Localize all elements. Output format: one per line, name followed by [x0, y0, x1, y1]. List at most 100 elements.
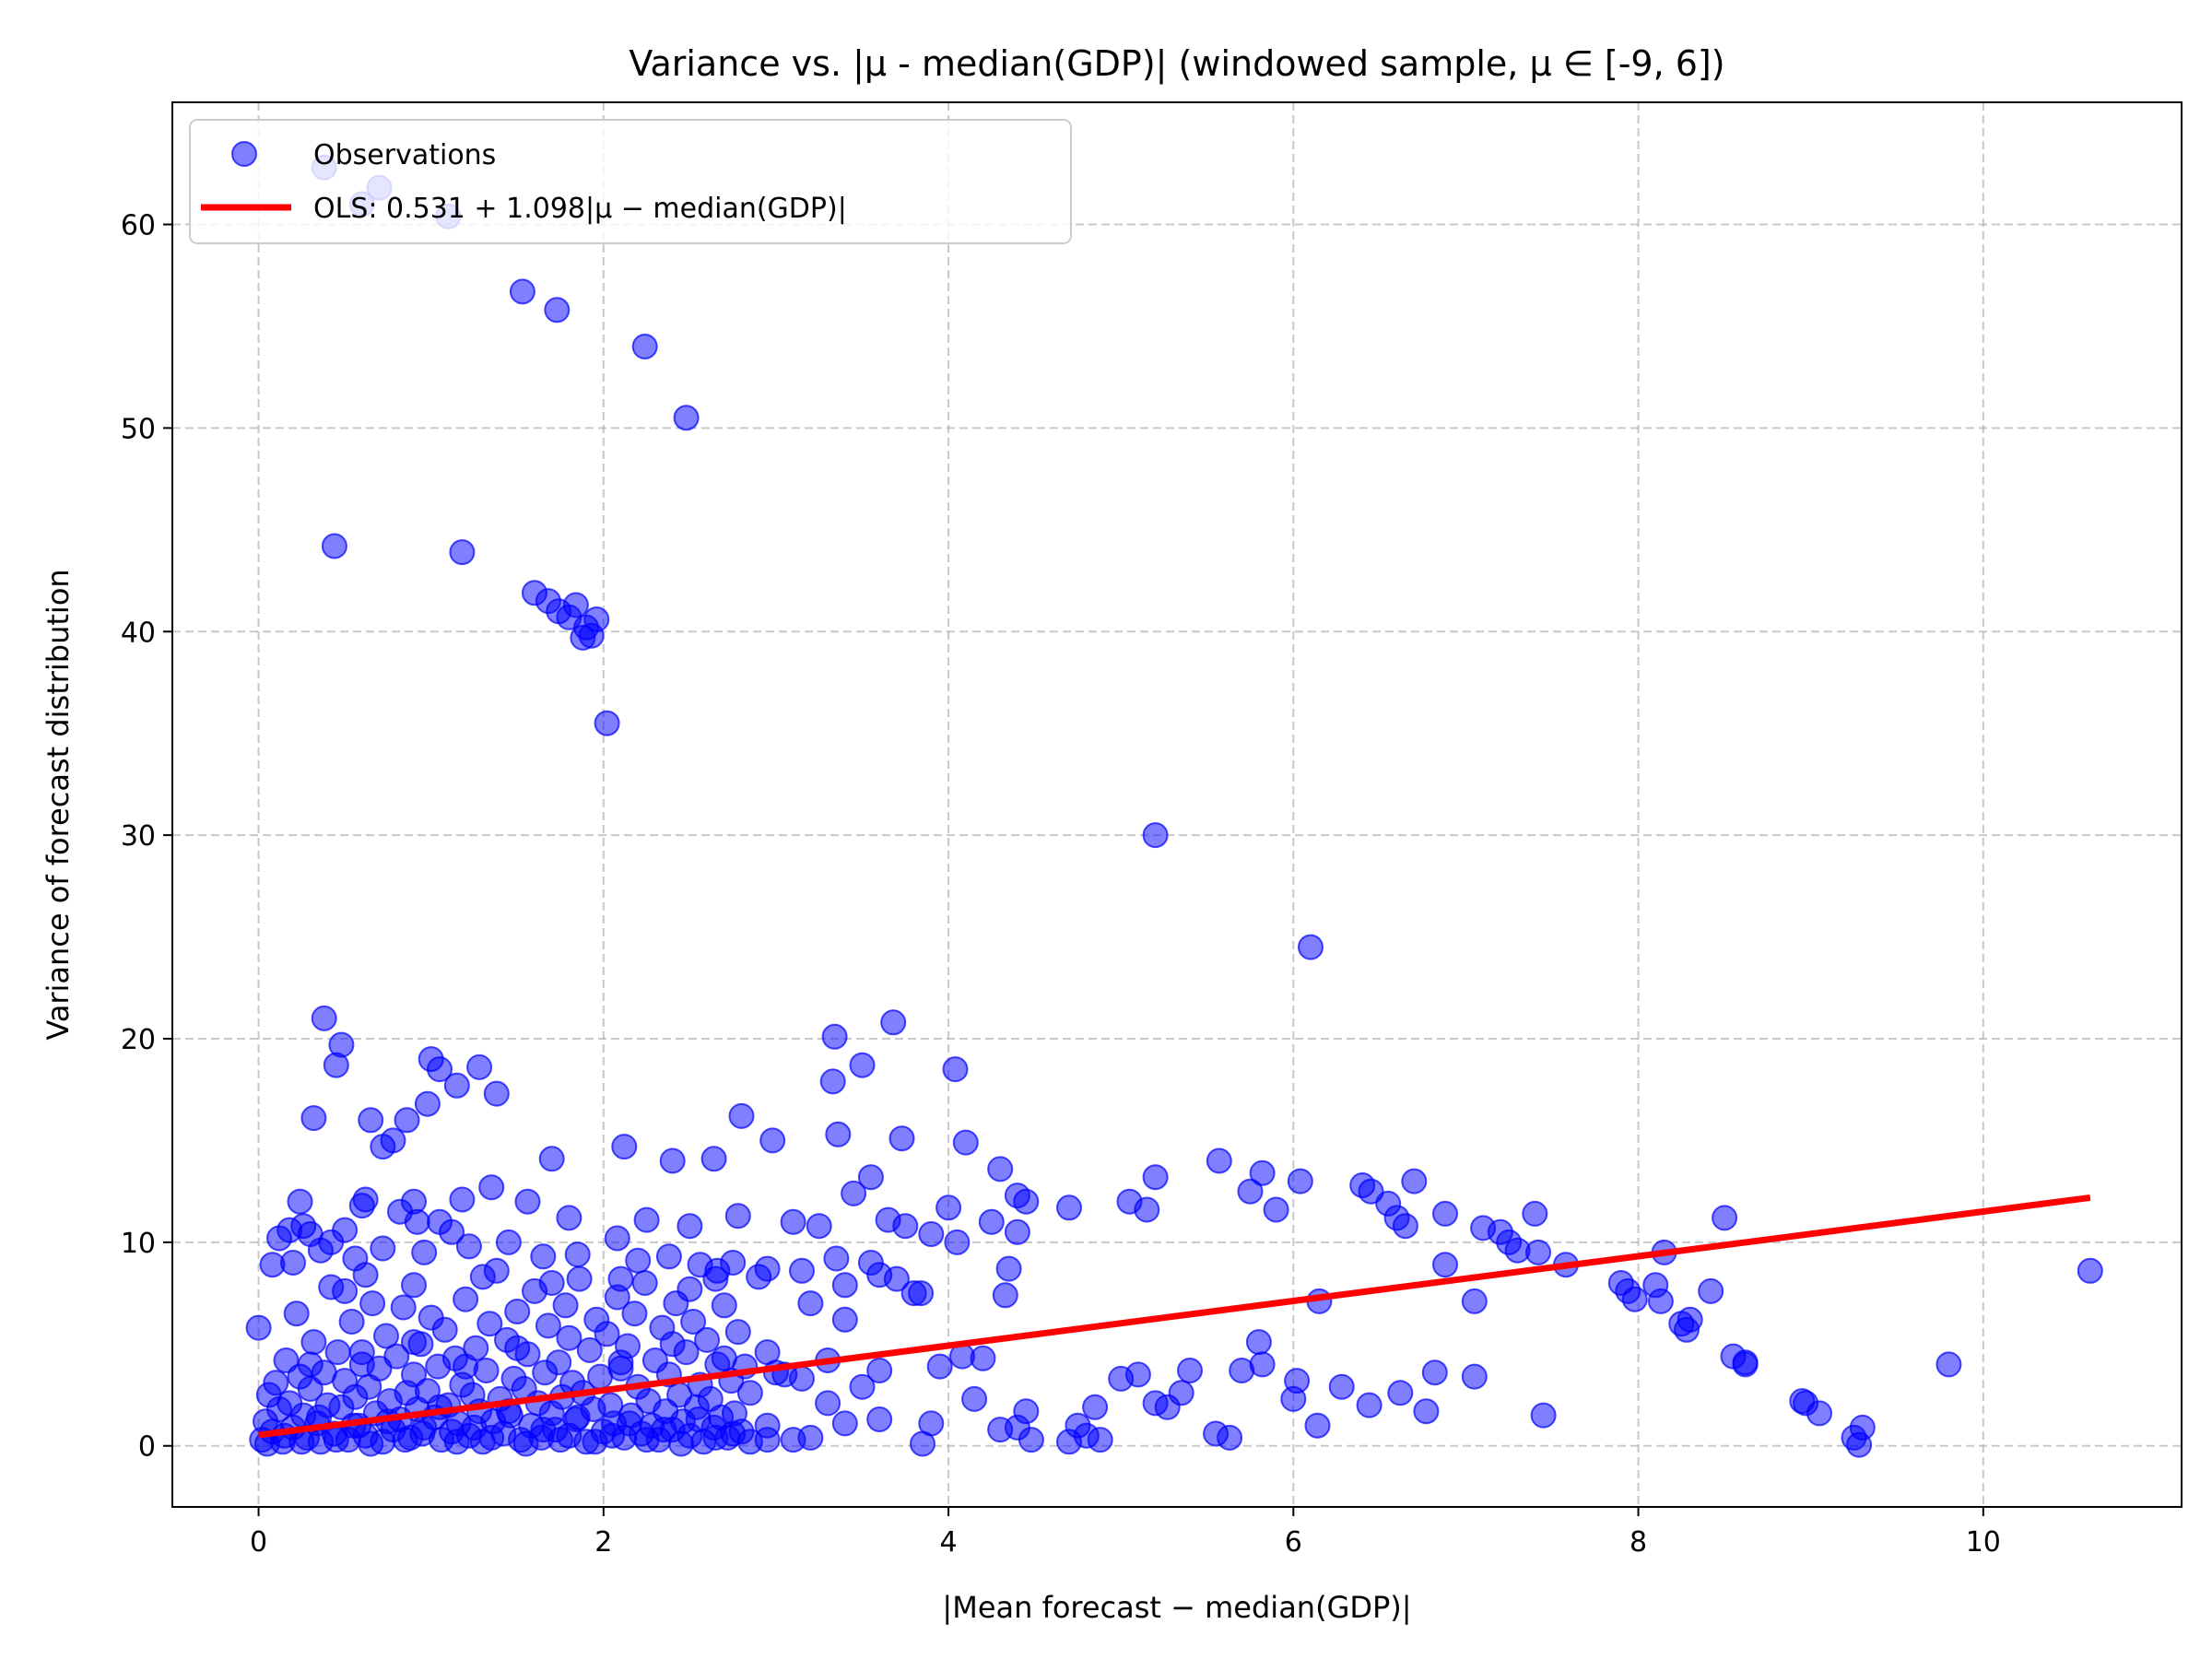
scatter-point	[942, 1056, 969, 1083]
scatter-point	[797, 1290, 824, 1317]
scatter-point	[677, 1213, 703, 1240]
scatter-point	[478, 1174, 505, 1201]
x-tick-label: 2	[594, 1526, 612, 1559]
scatter-point	[633, 1206, 660, 1233]
scatter-point	[1108, 1365, 1135, 1392]
scatter-point	[1413, 1398, 1440, 1425]
scatter-point	[736, 1380, 763, 1406]
scatter-point	[724, 1319, 751, 1346]
scatter-point	[866, 1406, 893, 1432]
scatter-point	[1936, 1351, 1962, 1378]
scatter-point	[512, 1430, 539, 1457]
scatter-point	[759, 1127, 786, 1154]
y-tick-label: 60	[121, 210, 156, 242]
scatter-point	[1249, 1159, 1276, 1186]
scatter-point	[483, 1080, 510, 1107]
scatter-point	[720, 1250, 747, 1276]
scatter-point	[888, 1125, 915, 1152]
scatter-point	[1328, 1373, 1355, 1400]
scatter-point	[1846, 1431, 1873, 1458]
scatter-point	[918, 1221, 945, 1247]
scatter-point	[616, 1410, 642, 1437]
scatter-point	[1677, 1306, 1703, 1333]
scatter-point	[607, 1349, 634, 1376]
scatter-point	[439, 1218, 465, 1245]
scatter-point	[352, 1186, 379, 1213]
scatter-point	[711, 1292, 737, 1319]
scatter-point	[1530, 1402, 1557, 1429]
scatter-point	[323, 1052, 349, 1078]
x-tick-label: 4	[940, 1526, 958, 1559]
scatter-point	[324, 1339, 351, 1366]
scatter-point	[311, 1005, 337, 1031]
scatter-point	[427, 1056, 453, 1083]
scatter-point	[443, 1072, 470, 1099]
scatter-point	[935, 1194, 962, 1221]
y-axis-label: Variance of forecast distribution	[41, 569, 76, 1040]
scatter-point	[477, 1311, 503, 1337]
scatter-point	[841, 1180, 867, 1206]
scatter-point	[504, 1299, 531, 1324]
scatter-point	[552, 1292, 579, 1319]
scatter-point	[2077, 1257, 2103, 1284]
scatter-point	[961, 1385, 988, 1412]
scatter-point	[414, 1090, 441, 1117]
scatter-point	[373, 1323, 399, 1349]
axis-ticks: 0 2 4 6 8 10 0 10 20 30 40 50 60	[121, 210, 2001, 1559]
scatter-point	[857, 1164, 884, 1191]
scatter-point	[823, 1245, 850, 1272]
scatter-point	[358, 1430, 384, 1457]
scatter-point	[607, 1265, 634, 1292]
grid-lines	[172, 102, 2182, 1507]
scatter-point	[806, 1213, 832, 1240]
scatter-point	[1056, 1194, 1082, 1221]
scatter-point	[815, 1390, 841, 1417]
legend-marker-observations	[231, 141, 257, 167]
scatter-point	[359, 1290, 386, 1317]
scatter-point	[1432, 1200, 1458, 1227]
legend-label-observations: Observations	[313, 139, 496, 171]
scatter-point	[1522, 1200, 1548, 1227]
scatter-point	[576, 1336, 603, 1363]
scatter-point	[1018, 1427, 1044, 1453]
scatter-point	[530, 1243, 557, 1270]
scatter-point	[455, 1233, 482, 1260]
scatter-point	[1401, 1168, 1428, 1194]
scatter-point	[952, 1129, 979, 1156]
data-points	[245, 154, 2103, 1458]
y-tick-label: 40	[121, 617, 156, 649]
scatter-point	[514, 1188, 541, 1215]
y-tick-label: 50	[121, 413, 156, 445]
y-tick-label: 0	[138, 1431, 156, 1464]
scatter-point	[849, 1052, 876, 1078]
scatter-point	[978, 1208, 1005, 1235]
scatter-point	[401, 1329, 427, 1356]
scatter-point	[1647, 1288, 1674, 1314]
regression-line-group	[258, 1194, 2091, 1439]
scatter-point	[1806, 1400, 1832, 1427]
scatter-point	[1698, 1277, 1724, 1304]
scatter-point	[297, 1351, 324, 1378]
scatter-point	[724, 1203, 751, 1230]
scatter-point	[987, 1156, 1014, 1182]
legend-box	[189, 119, 1072, 244]
x-tick-label: 0	[250, 1526, 267, 1559]
scatter-point	[383, 1343, 410, 1370]
scatter-point	[546, 1349, 572, 1376]
scatter-point	[866, 1358, 893, 1383]
scatter-point	[538, 1146, 565, 1172]
scatter-point	[478, 1424, 505, 1451]
scatter-point	[352, 1262, 379, 1288]
scatter-point	[409, 1420, 436, 1447]
scatter-point	[394, 1107, 420, 1134]
y-tick-label: 10	[121, 1228, 156, 1260]
scatter-point	[1304, 1412, 1331, 1439]
scatter-point	[1621, 1286, 1648, 1312]
scatter-point	[578, 622, 605, 649]
scatter-point	[538, 1270, 565, 1296]
scatter-point	[1142, 1164, 1169, 1191]
scatter-point	[453, 1353, 479, 1380]
scatter-point	[366, 1355, 393, 1382]
scatter-point	[566, 1265, 593, 1292]
